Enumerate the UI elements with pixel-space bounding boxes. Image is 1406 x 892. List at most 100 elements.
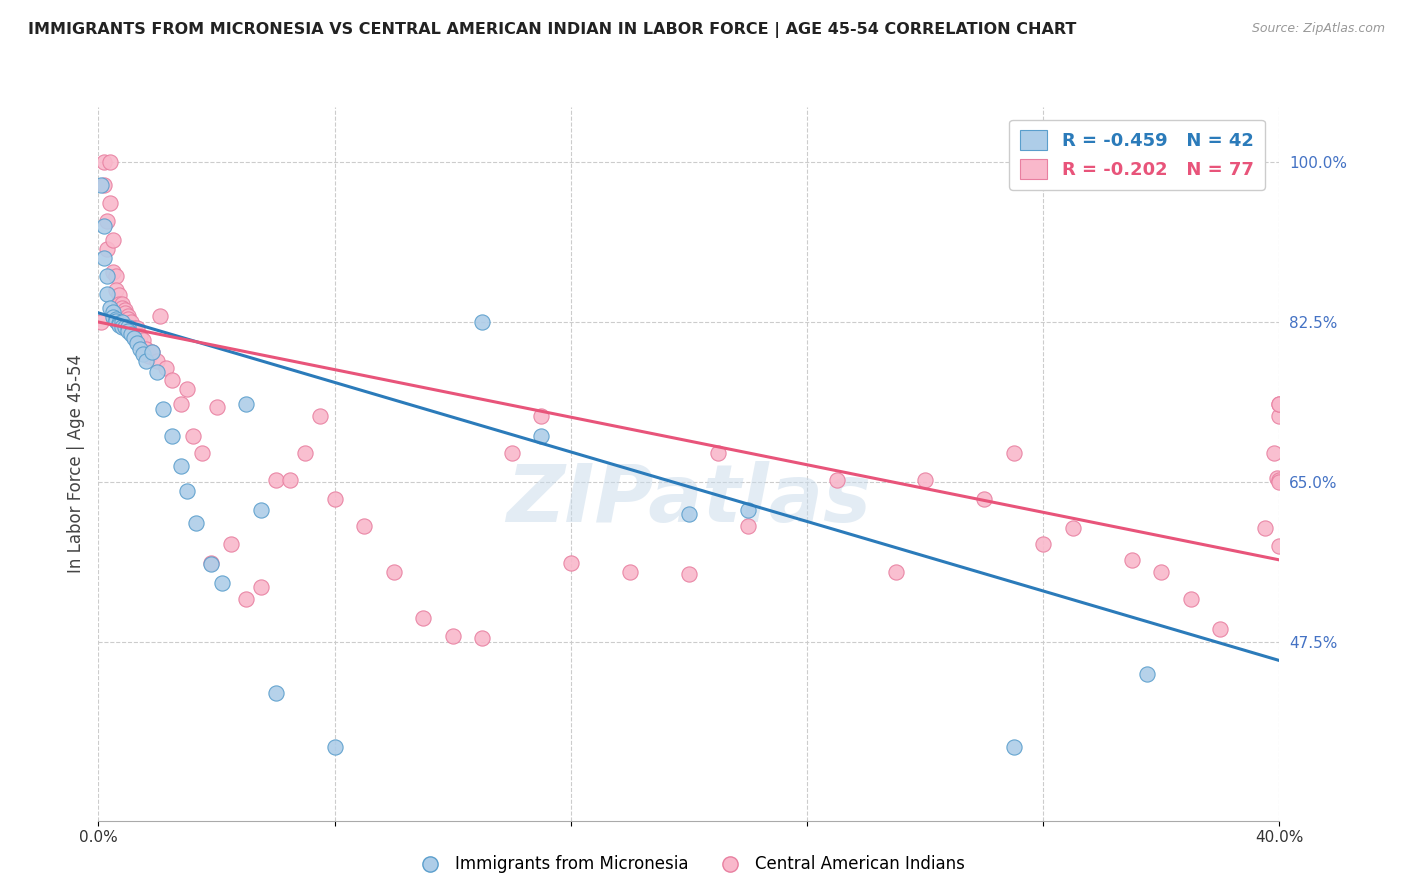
Point xyxy=(122,321,145,335)
Point xyxy=(1150,565,1173,579)
Point xyxy=(162,429,183,443)
Point xyxy=(103,265,125,279)
Point xyxy=(146,365,169,379)
Point xyxy=(471,631,494,645)
Point xyxy=(105,269,128,284)
Point xyxy=(162,373,183,387)
Point xyxy=(530,409,553,424)
Point xyxy=(382,565,405,579)
Point xyxy=(96,269,118,284)
Point xyxy=(1268,397,1291,411)
Point xyxy=(323,491,346,506)
Point xyxy=(1265,470,1288,484)
Point xyxy=(103,233,125,247)
Point xyxy=(111,297,134,311)
Point xyxy=(264,685,287,699)
Point xyxy=(111,319,134,334)
Point xyxy=(825,473,848,487)
Point xyxy=(125,321,148,335)
Point xyxy=(250,502,273,516)
Point xyxy=(737,502,759,516)
Point xyxy=(1135,667,1157,681)
Point xyxy=(1032,537,1054,551)
Point xyxy=(184,516,207,531)
Point xyxy=(105,312,128,326)
Point xyxy=(132,334,155,348)
Point xyxy=(250,580,273,594)
Point xyxy=(111,301,134,316)
Point xyxy=(471,315,494,329)
Point xyxy=(219,537,242,551)
Point xyxy=(737,519,759,533)
Point xyxy=(96,286,118,301)
Point xyxy=(114,319,136,334)
Point xyxy=(235,397,257,411)
Point xyxy=(114,306,136,320)
Point xyxy=(205,400,228,414)
Point xyxy=(103,305,125,319)
Text: ZIPatlas: ZIPatlas xyxy=(506,460,872,539)
Point xyxy=(108,316,131,330)
Point xyxy=(141,345,163,359)
Point xyxy=(93,178,115,192)
Point xyxy=(90,315,112,329)
Point xyxy=(122,330,145,344)
Point xyxy=(323,740,346,755)
Point xyxy=(170,397,193,411)
Point xyxy=(105,314,128,328)
Point xyxy=(114,303,136,318)
Point xyxy=(176,484,198,499)
Point xyxy=(1180,592,1202,607)
Point xyxy=(98,196,121,211)
Point xyxy=(884,565,907,579)
Point xyxy=(678,566,700,581)
Point xyxy=(1062,521,1084,535)
Point xyxy=(501,446,523,460)
Point xyxy=(93,155,115,169)
Point xyxy=(278,473,302,487)
Point xyxy=(200,558,222,572)
Point xyxy=(120,326,142,341)
Point xyxy=(1268,409,1291,424)
Point xyxy=(120,315,142,329)
Point xyxy=(128,343,150,357)
Point xyxy=(211,575,233,590)
Point xyxy=(98,155,121,169)
Point xyxy=(117,319,139,334)
Point xyxy=(1121,553,1143,567)
Point xyxy=(135,343,157,357)
Point xyxy=(530,429,553,443)
Point xyxy=(96,214,118,228)
Point xyxy=(152,401,174,416)
Point xyxy=(105,283,128,297)
Point xyxy=(1268,397,1291,411)
Point xyxy=(93,251,115,265)
Point xyxy=(1002,446,1025,460)
Point xyxy=(155,360,177,375)
Point xyxy=(1268,539,1291,553)
Point xyxy=(108,318,131,332)
Point xyxy=(1268,475,1291,490)
Point xyxy=(678,507,700,521)
Point xyxy=(132,347,155,361)
Point xyxy=(98,301,121,316)
Point xyxy=(90,178,112,192)
Point xyxy=(111,315,134,329)
Point xyxy=(141,345,163,359)
Point xyxy=(973,491,995,506)
Point xyxy=(117,312,139,326)
Point xyxy=(128,328,150,343)
Point xyxy=(1263,446,1285,460)
Point xyxy=(191,446,214,460)
Point xyxy=(138,349,160,363)
Point xyxy=(96,242,118,256)
Text: IMMIGRANTS FROM MICRONESIA VS CENTRAL AMERICAN INDIAN IN LABOR FORCE | AGE 45-54: IMMIGRANTS FROM MICRONESIA VS CENTRAL AM… xyxy=(28,22,1077,38)
Legend: Immigrants from Micronesia, Central American Indians: Immigrants from Micronesia, Central Amer… xyxy=(406,849,972,880)
Point xyxy=(914,473,936,487)
Point xyxy=(149,309,172,323)
Point xyxy=(117,324,139,338)
Point xyxy=(1209,622,1232,636)
Point xyxy=(560,556,582,570)
Point xyxy=(264,473,287,487)
Point xyxy=(294,446,316,460)
